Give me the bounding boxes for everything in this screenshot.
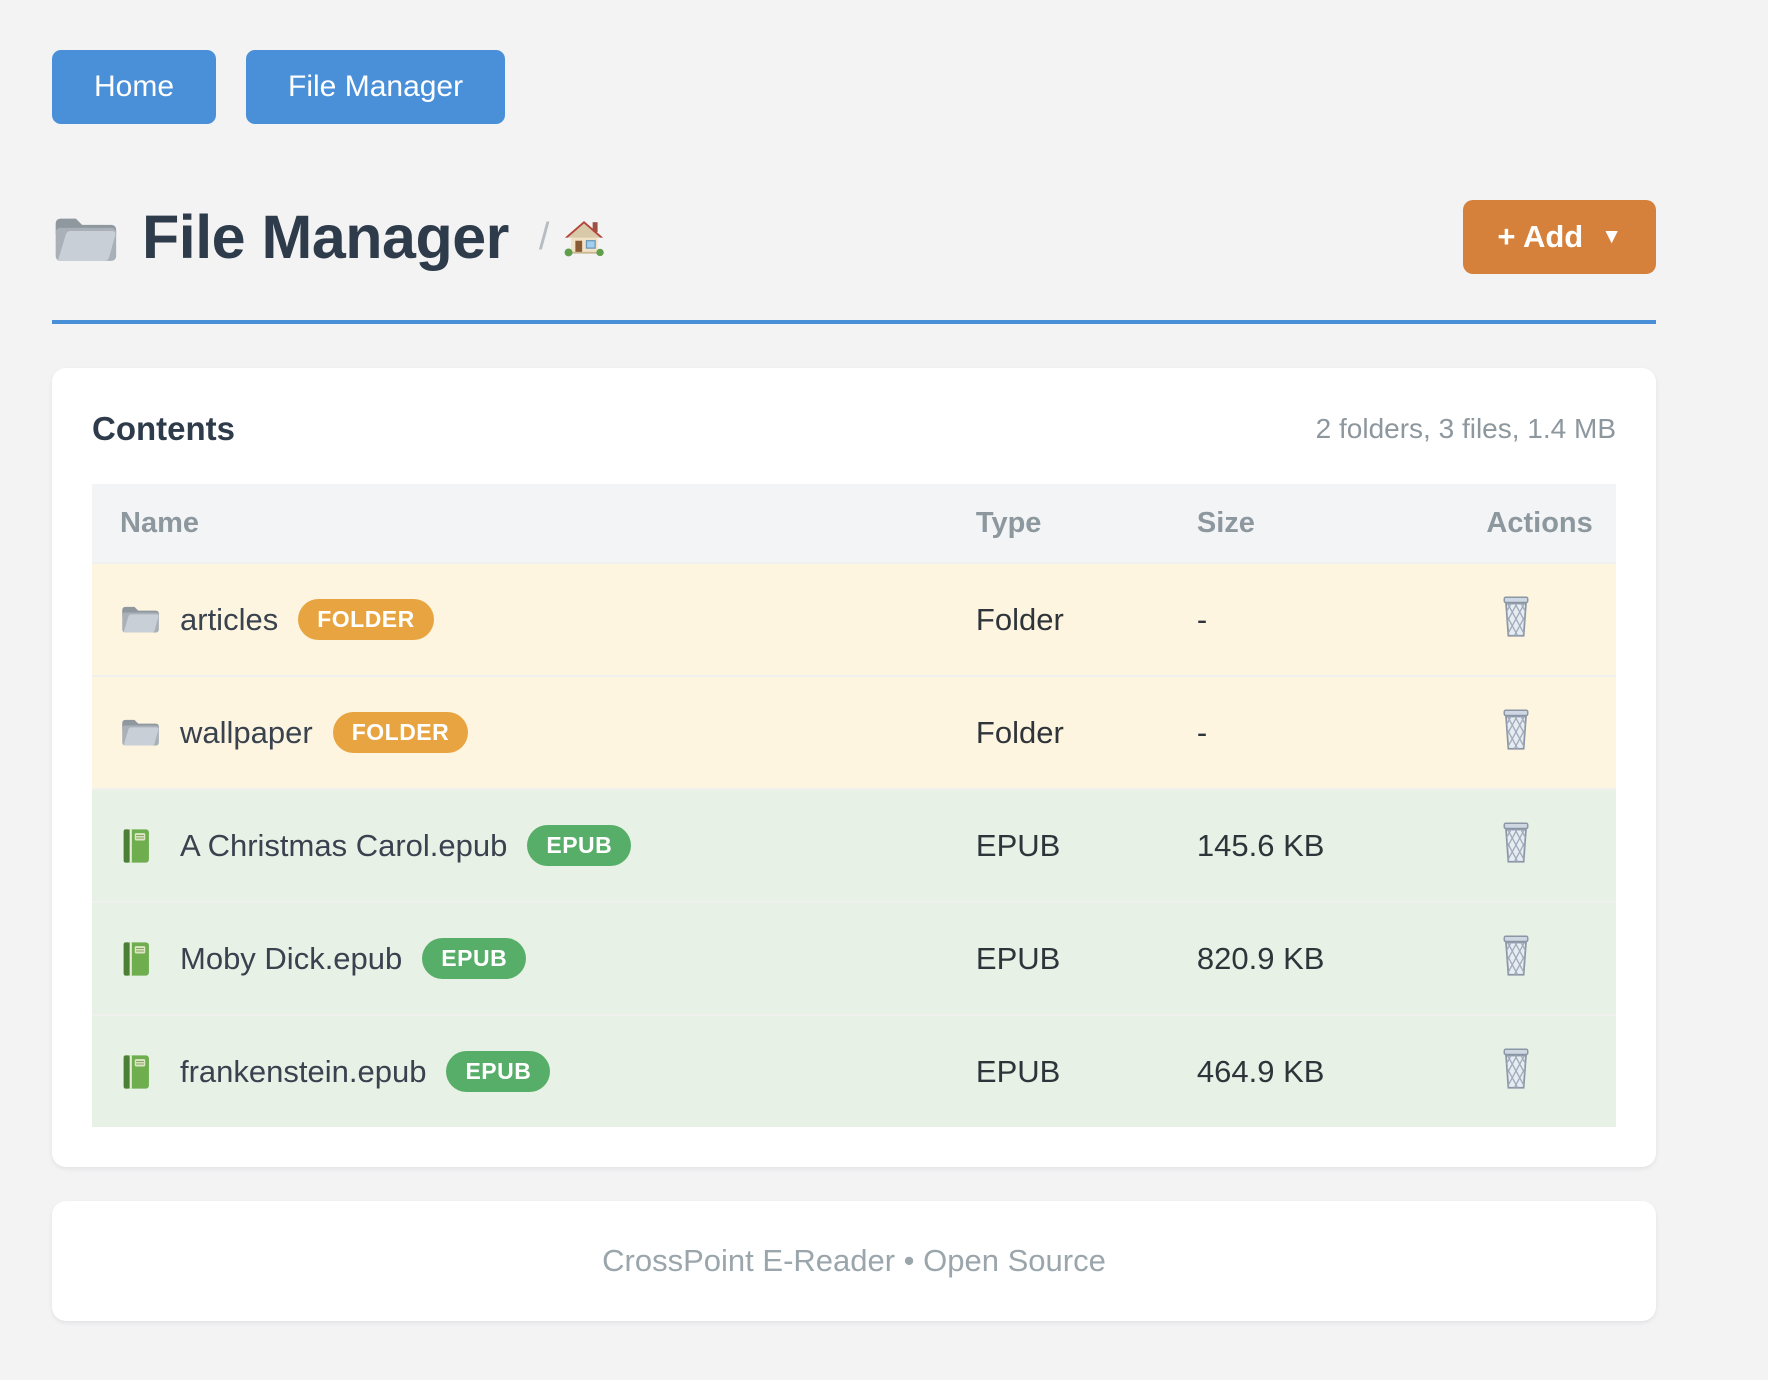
delete-button[interactable] (1498, 707, 1534, 751)
add-button[interactable]: + Add ▼ (1463, 200, 1656, 274)
type-cell: Folder (975, 601, 1064, 637)
table-row[interactable]: wallpaper FOLDER Folder - (92, 675, 1616, 788)
trash-icon (1498, 707, 1534, 751)
trash-icon (1498, 933, 1534, 977)
book-icon (120, 827, 160, 865)
delete-button[interactable] (1498, 594, 1534, 638)
size-cell: - (1196, 601, 1208, 637)
book-icon (120, 1053, 160, 1091)
table-row[interactable]: frankenstein.epub EPUB EPUB 464.9 KB (92, 1014, 1616, 1127)
contents-summary: 2 folders, 3 files, 1.4 MB (1315, 413, 1616, 444)
column-header-name: Name (120, 506, 199, 539)
table-row[interactable]: articles FOLDER Folder - (92, 562, 1616, 675)
page: Home File Manager File Manager / + Add ▼… (52, 50, 1656, 1321)
folder-icon (52, 209, 118, 265)
nav-buttons: Home File Manager (52, 50, 1656, 124)
epub-badge: EPUB (446, 1051, 551, 1092)
chevron-down-icon: ▼ (1601, 225, 1622, 248)
table-row[interactable]: Moby Dick.epub EPUB EPUB 820.9 KB (92, 901, 1616, 1014)
size-cell: - (1196, 714, 1208, 750)
trash-icon (1498, 1046, 1534, 1090)
page-title: File Manager (142, 203, 509, 271)
card-header: Contents 2 folders, 3 files, 1.4 MB (92, 410, 1616, 448)
contents-card: Contents 2 folders, 3 files, 1.4 MB Name… (52, 368, 1656, 1167)
title-divider (52, 320, 1656, 324)
add-button-label: + Add (1497, 219, 1584, 254)
file-name: wallpaper (180, 714, 313, 750)
trash-icon (1498, 594, 1534, 638)
nav-button-home[interactable]: Home (52, 50, 217, 124)
epub-badge: EPUB (527, 825, 632, 866)
table-header-row: Name Type Size Actions (92, 484, 1616, 562)
house-icon[interactable] (563, 217, 605, 257)
file-name: Moby Dick.epub (180, 940, 403, 976)
folder-badge: FOLDER (298, 599, 434, 640)
book-icon (120, 940, 160, 978)
footer: CrossPoint E-Reader • Open Source (52, 1201, 1656, 1321)
footer-text: CrossPoint E-Reader • Open Source (602, 1243, 1106, 1278)
type-cell: EPUB (975, 827, 1061, 863)
file-name: articles (180, 601, 279, 637)
type-cell: EPUB (975, 1053, 1061, 1089)
type-cell: EPUB (975, 940, 1061, 976)
size-cell: 145.6 KB (1196, 827, 1325, 863)
delete-button[interactable] (1498, 1046, 1534, 1090)
column-header-actions: Actions (1486, 506, 1593, 539)
file-name: frankenstein.epub (180, 1053, 427, 1089)
title-group: File Manager / (52, 202, 605, 272)
folder-badge: FOLDER (332, 712, 469, 753)
file-table: Name Type Size Actions articles FOLDER F… (92, 484, 1616, 1127)
folder-icon (120, 601, 160, 639)
file-name: A Christmas Carol.epub (180, 827, 508, 863)
epub-badge: EPUB (422, 938, 527, 979)
type-cell: Folder (975, 714, 1064, 750)
delete-button[interactable] (1498, 933, 1534, 977)
breadcrumb-separator: / (538, 215, 550, 258)
delete-button[interactable] (1498, 820, 1534, 864)
size-cell: 464.9 KB (1196, 1053, 1325, 1089)
card-title: Contents (92, 410, 235, 447)
column-header-type: Type (975, 506, 1042, 539)
trash-icon (1498, 820, 1534, 864)
folder-icon (120, 714, 160, 752)
column-header-size: Size (1196, 506, 1255, 539)
nav-button-file-manager[interactable]: File Manager (246, 50, 506, 124)
title-row: File Manager / + Add ▼ (52, 200, 1656, 274)
size-cell: 820.9 KB (1196, 940, 1325, 976)
table-row[interactable]: A Christmas Carol.epub EPUB EPUB 145.6 K… (92, 788, 1616, 901)
